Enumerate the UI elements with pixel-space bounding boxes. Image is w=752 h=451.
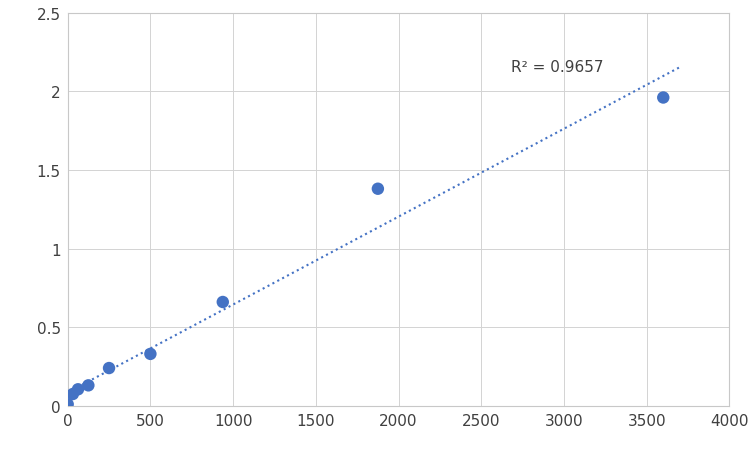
Point xyxy=(657,95,669,102)
Point xyxy=(67,391,79,398)
Point xyxy=(82,382,94,389)
Point xyxy=(371,186,384,193)
Point xyxy=(217,299,229,306)
Point xyxy=(72,386,84,393)
Point xyxy=(103,364,115,372)
Point xyxy=(144,350,156,358)
Text: R² = 0.9657: R² = 0.9657 xyxy=(511,60,604,74)
Point xyxy=(62,401,74,408)
